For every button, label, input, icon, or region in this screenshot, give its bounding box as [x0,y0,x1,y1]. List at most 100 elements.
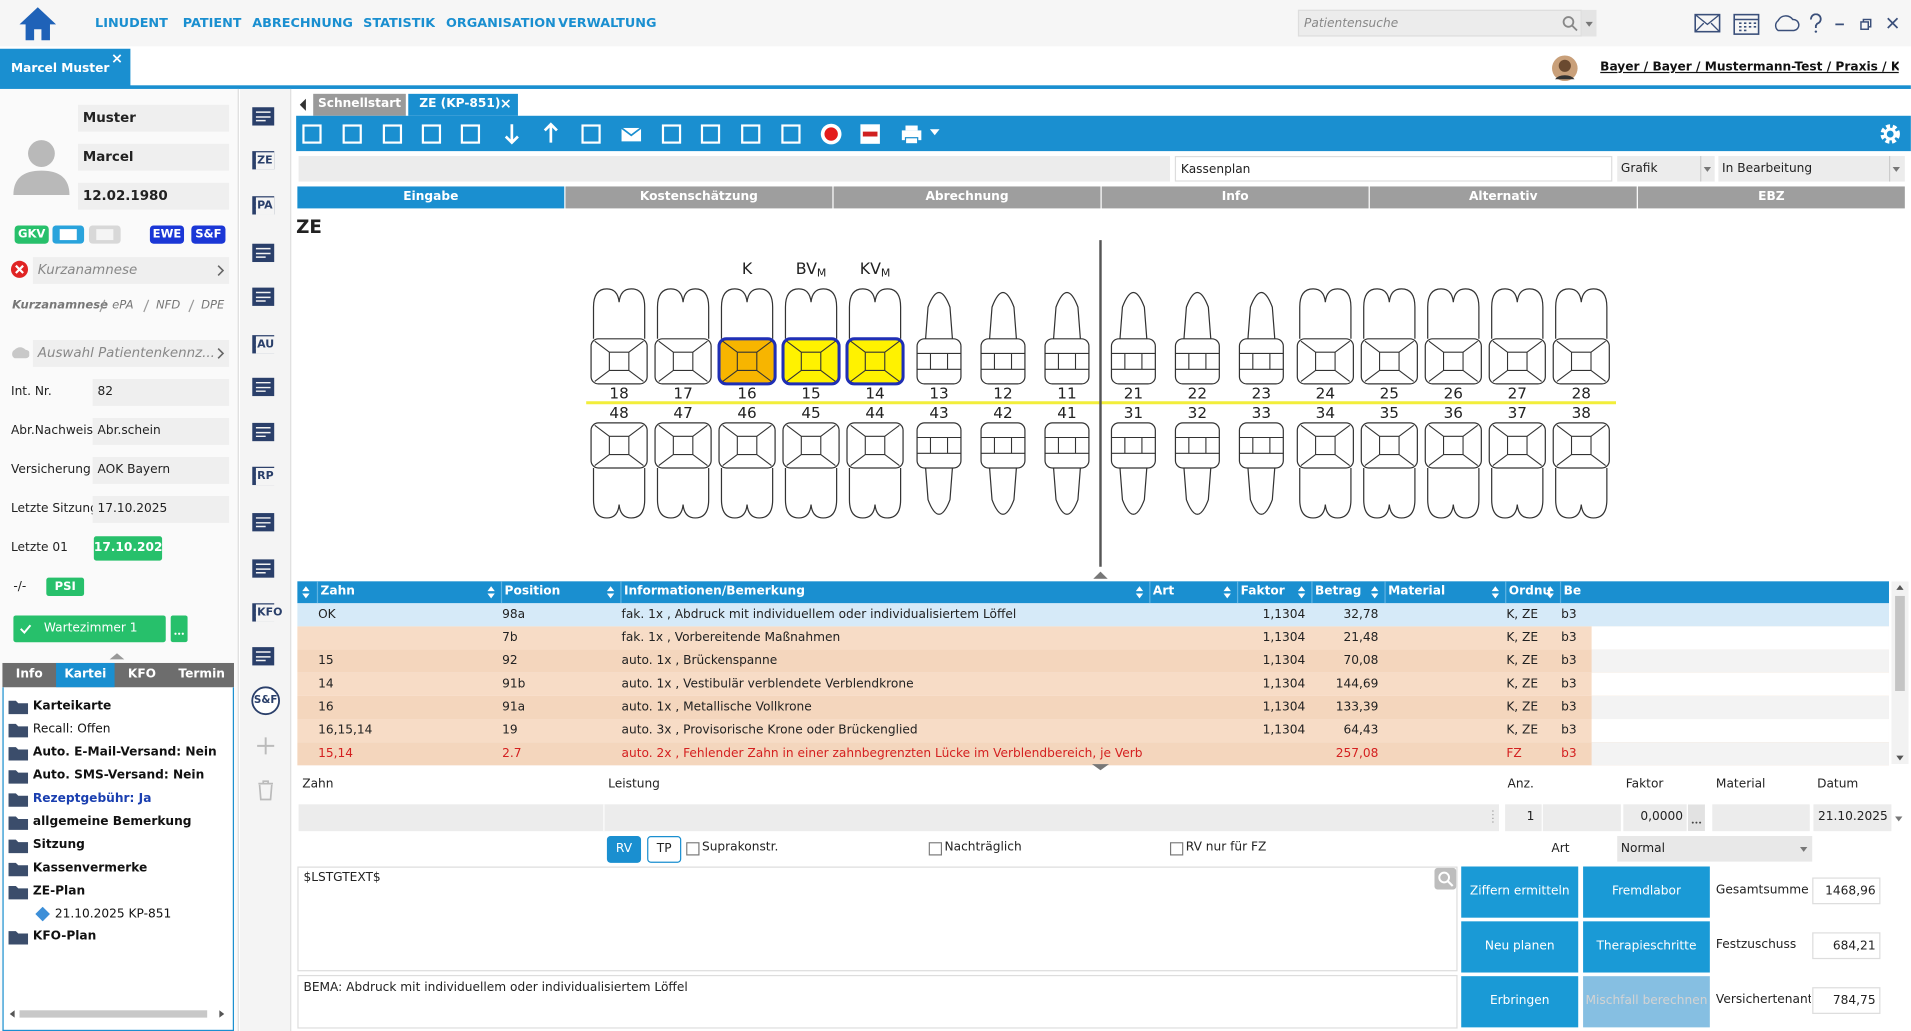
side-tab[interactable]: Info [15,667,43,682]
tooth[interactable] [782,422,840,519]
table-row[interactable] [297,626,1889,650]
tooth[interactable] [1238,422,1284,515]
patient-tab[interactable]: Marcel Muster [0,48,131,87]
tooth[interactable] [1110,291,1156,385]
art-select[interactable]: Normal [1617,836,1813,862]
psi-badge[interactable]: PSI [46,577,85,596]
tooth[interactable] [1296,422,1354,519]
menu-item[interactable]: ORGANISATION [446,15,556,31]
tooth[interactable] [1110,422,1156,515]
tooth[interactable] [1552,288,1610,385]
tooth[interactable] [980,291,1026,385]
tooth[interactable] [845,288,905,386]
tooth[interactable] [1044,422,1090,515]
column-header[interactable]: Informationen/Bemerkung [620,581,1146,604]
column-header[interactable]: Faktor [1236,581,1309,604]
menu-item[interactable]: LINUDENT [95,15,168,31]
user-path[interactable]: Bayer / Bayer / Mustermann-Test / Praxis… [1600,60,1899,75]
tooth[interactable] [1424,422,1482,519]
insurance-badge[interactable]: EWE [149,225,185,244]
kurzanamnese-input[interactable]: Kurzanamnese [32,257,230,284]
menu-item[interactable]: PATIENT [182,15,242,31]
doc-tab[interactable]: ZE (KP-851) [408,93,518,116]
insurance-badge[interactable]: GKV [14,225,49,244]
tree-item[interactable]: ZE-Plan [32,884,86,899]
table-row[interactable] [297,742,1889,766]
toggle-button[interactable]: TP [647,836,682,863]
anamnese-link[interactable]: Kurzanamnese [12,298,108,312]
tooth[interactable] [916,422,962,515]
tree-item[interactable]: Karteikarte [32,699,112,713]
anamnese-link[interactable]: NFD [155,298,181,312]
column-header[interactable]: Ordnu [1505,581,1557,604]
tooth[interactable] [1238,291,1284,385]
table-row[interactable] [297,603,1889,627]
tree-item[interactable]: Recall: Offen [32,722,111,737]
tooth[interactable] [1174,422,1220,515]
tooth[interactable] [980,422,1026,515]
column-header[interactable]: Betrag [1311,581,1382,604]
checkbox-label[interactable]: Suprakonstr. [701,840,779,855]
tooth[interactable] [1488,288,1546,385]
toggle-button[interactable]: RV [606,836,642,863]
column-header[interactable]: Be [1559,581,1592,604]
column-header[interactable]: Art [1149,581,1234,604]
doc-tab[interactable]: Schnellstart [313,93,406,116]
tooth[interactable] [1296,288,1354,385]
faktor-input[interactable]: 0,0000 [1623,804,1687,832]
tooth[interactable] [654,422,712,519]
side-tab[interactable]: Kartei [56,662,115,688]
menu-item[interactable]: VERWALTUNG [558,15,657,31]
table-row[interactable] [297,672,1889,696]
sub-tab[interactable]: Eingabe [297,186,565,209]
column-header[interactable]: Zahn [316,581,499,604]
action-button[interactable]: Neu planen [1461,921,1579,973]
sub-tab[interactable]: Alternativ [1369,186,1637,209]
tooth[interactable] [846,422,904,519]
insurance-badge[interactable]: S&F [191,225,226,244]
wartezimmer-button[interactable]: Wartezimmer 1 [13,615,166,643]
tooth[interactable] [1552,422,1610,519]
plan-type[interactable]: Kassenplan [1174,155,1613,182]
tree-item[interactable]: allgemeine Bemerkung [32,815,192,829]
checkbox-label[interactable]: Nachträglich [944,840,1022,855]
tooth[interactable] [590,288,648,385]
patientenkennz-input[interactable]: Auswahl Patientenkennz... [32,340,230,367]
tooth[interactable] [718,422,776,519]
menu-item[interactable]: ABRECHNUNG [252,15,353,31]
tree-item[interactable]: KFO-Plan [32,929,97,944]
sub-tab[interactable]: Kostenschätzung [565,186,833,209]
action-button[interactable]: Ziffern ermitteln [1461,866,1579,918]
patient-search[interactable]: Patientensuche [1297,9,1582,37]
datum-input[interactable]: 21.10.2025 [1813,804,1892,832]
tree-item[interactable]: Rezeptgebühr: Ja [32,792,152,806]
tooth[interactable] [781,288,841,386]
column-header[interactable]: Position [500,581,618,604]
side-tab[interactable]: Termin [178,667,225,682]
status-select[interactable]: In Bearbeitung [1718,155,1905,182]
tree-item[interactable]: Kassenvermerke [32,861,148,876]
action-button[interactable]: Erbringen [1461,976,1579,1028]
tooth[interactable] [590,422,648,519]
tree-item[interactable]: Auto. SMS-Versand: Nein [32,768,205,783]
sub-tab[interactable]: Abrechnung [833,186,1101,209]
sub-tab[interactable]: Info [1101,186,1369,209]
tooth[interactable] [717,288,777,386]
anamnese-link[interactable]: ePA [112,298,134,312]
tree-item[interactable]: 21.10.2025 KP-851 [54,907,172,922]
tree-item[interactable]: Auto. E-Mail-Versand: Nein [32,745,217,760]
action-button[interactable]: Therapieschritte [1583,921,1710,973]
anamnese-link[interactable]: DPE [201,298,225,312]
sub-tab[interactable]: EBZ [1637,186,1905,209]
table-row[interactable] [297,695,1889,720]
leistung-text[interactable]: $LSTGTEXT$ [297,866,1458,972]
tooth[interactable] [1044,291,1090,385]
anz-input[interactable]: 1 [1505,804,1542,832]
tooth[interactable] [1174,291,1220,385]
tooth[interactable] [1360,288,1418,385]
tooth[interactable] [916,291,962,385]
checkbox-label[interactable]: RV nur für FZ [1185,840,1267,855]
tooth[interactable] [1360,422,1418,519]
table-row[interactable] [297,649,1889,673]
view-select[interactable]: Grafik [1617,155,1715,182]
